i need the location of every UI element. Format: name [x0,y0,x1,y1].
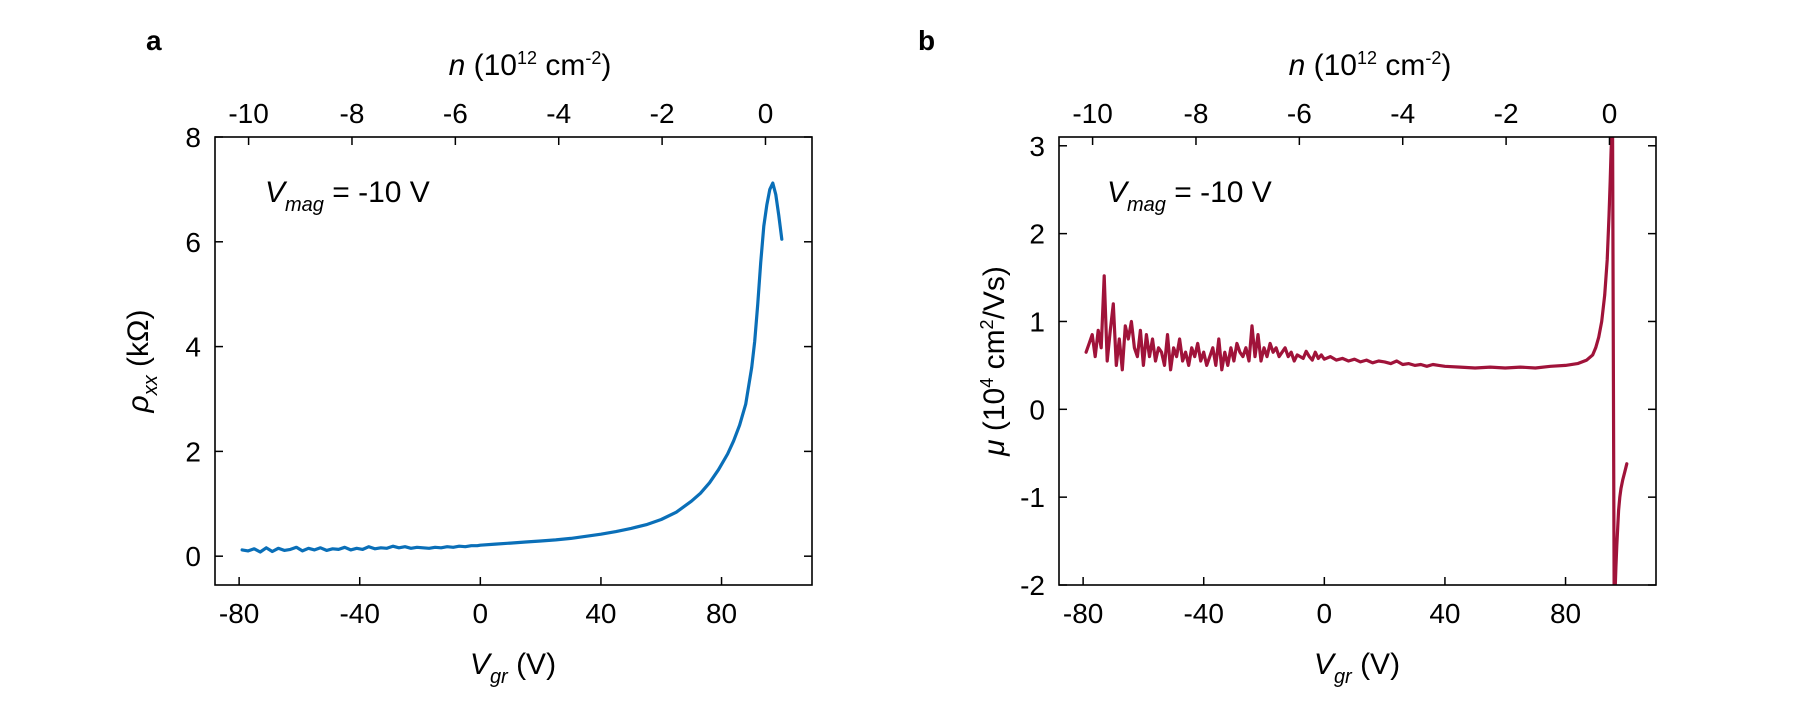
panel-b-x-tick-label: 40 [1429,598,1460,629]
panel-b-x-tick-label: 0 [1317,598,1333,629]
panel-a-frame [214,136,813,586]
panel-b-top-x-tick-label: -6 [1287,98,1312,129]
panel-a-x-tick-label: -40 [339,598,379,629]
panel-b-top-x-tick-label: 0 [1602,98,1618,129]
panel-b-x-tick-label: 80 [1550,598,1581,629]
panel-b-y-tick-label: -1 [1020,482,1045,513]
panel-a-y-tick-label: 4 [185,332,201,363]
panel-a-y-axis-label: ρxx (kΩ) [122,310,162,414]
panel-a-top-x-tick-label: -2 [650,98,675,129]
panel-a-y-tick-label: 6 [185,227,201,258]
panel-a-top-x-axis-label: n (1012 cm-2) [449,48,612,82]
panel-b-label: b [918,25,935,56]
panel-b-y-tick-label: 0 [1029,394,1045,425]
panel-b-top-x-tick-label: -4 [1390,98,1415,129]
panel-a-x-tick-label: 40 [585,598,616,629]
panel-a-y-tick-label: 0 [185,541,201,572]
panel-b-plot-area [1084,137,1629,585]
panel-b-y-tick-label: 1 [1029,306,1045,337]
panel-a-annotation: Vmag = -10 V [265,176,430,216]
panel-b-y-tick-label: 2 [1029,219,1045,250]
panel-a-y-tick-label: 8 [185,122,201,153]
panel-b-series-line-1 [1611,137,1629,585]
panel-b-x-axis-label: Vgr (V) [1314,648,1400,688]
panel-b-top-x-tick-label: -10 [1072,98,1112,129]
panel-b-frame [1058,136,1657,586]
panel-b-top-x-axis-label: n (1012 cm-2) [1289,48,1452,82]
panel-b-top-x-tick-label: -8 [1184,98,1209,129]
panel-a-ticks: -80 -40 0 40 80 -10 -8 -6 -4 -2 0 0 2 4 6 8 [185,98,812,629]
panel-a-x-tick-label: -80 [219,598,259,629]
panel-b-y-tick-label: -2 [1020,570,1045,601]
panel-a-top-x-tick-label: -6 [443,98,468,129]
panel-a-plot-area [240,181,784,554]
panel-a-top-x-tick-label: 0 [758,98,774,129]
panel-b-x-tick-label: -40 [1183,598,1223,629]
panel-a-label: a [146,25,162,56]
panel-a-x-axis-label: Vgr (V) [470,648,556,688]
panel-b-x-tick-label: -80 [1063,598,1103,629]
panel-a-x-tick-label: 80 [706,598,737,629]
panel-b-y-axis-label: μ (104 cm2/Vs) [977,266,1011,457]
panel-a-top-x-tick-label: -8 [340,98,365,129]
panel-a-top-x-tick-label: -10 [228,98,268,129]
panel-b-top-x-tick-label: -2 [1494,98,1519,129]
panel-b-y-tick-label: 3 [1029,131,1045,162]
panel-b-annotation: Vmag = -10 V [1107,176,1272,216]
panel-a-series-line-0 [240,181,784,554]
panel-a: a -80 -40 0 40 80 -10 -8 -6 -4 -2 0 0 2 4 6 8 Vmag = -1… [122,25,813,688]
panel-a-y-tick-label: 2 [185,436,201,467]
panel-b-series-line-0 [1084,137,1614,372]
panel-a-top-x-tick-label: -4 [546,98,571,129]
panel-a-x-tick-label: 0 [473,598,489,629]
